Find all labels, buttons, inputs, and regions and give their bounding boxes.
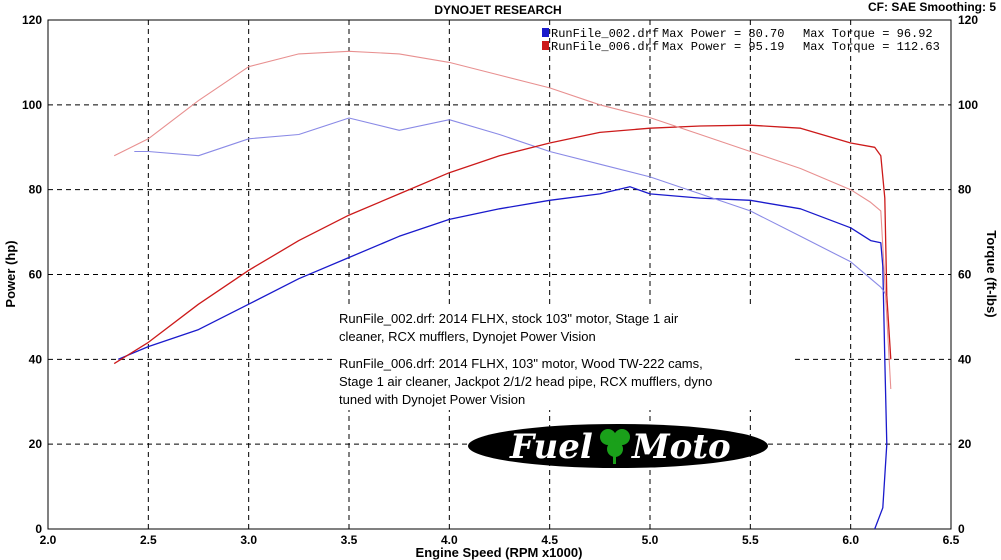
y-tick-label-right: 60 [958,268,972,282]
x-tick-label: 2.5 [140,533,157,547]
legend-torque-006: Max Torque = 112.63 [803,40,940,54]
x-tick-label: 3.5 [341,533,358,547]
series-line-torque-006 [113,50,892,390]
note-run006-line1: RunFile_006.drf: 2014 FLHX, 103" motor, … [339,356,703,371]
legend-power-002: Max Power = 80.70 [662,27,784,41]
logo-text-fuel: Fuel [509,427,593,467]
series-line-torque-002 [134,117,888,297]
legend-swatch-002 [542,28,549,37]
legend-run-006: RunFile_006.drf [551,40,659,54]
y-tick-label-left: 120 [22,13,42,27]
y-tick-label-left: 20 [29,437,43,451]
x-tick-label: 6.0 [842,533,859,547]
y-tick-label-right: 40 [958,352,972,366]
fuel-moto-logo: Fuel Moto [468,424,768,468]
logo-text-moto: Moto [631,427,731,467]
x-tick-label: 2.0 [40,533,57,547]
y-tick-label-left: 40 [29,352,43,366]
y-tick-label-left: 80 [29,183,43,197]
legend-swatch-006 [542,41,549,50]
y-tick-label-right: 20 [958,437,972,451]
x-axis-title: Engine Speed (RPM x1000) [416,545,583,560]
shamrock-icon [600,429,630,464]
x-tick-label: 6.5 [943,533,960,547]
y-tick-label-left: 60 [29,268,43,282]
x-tick-label: 5.0 [642,533,659,547]
y-tick-label-right: 80 [958,183,972,197]
series-line-power-006 [113,124,892,365]
data-series [113,50,892,530]
x-tick-label: 4.0 [441,533,458,547]
x-tick-label: 5.5 [742,533,759,547]
y-axis-title-left: Power (hp) [3,240,18,307]
y-tick-label-left: 100 [22,98,42,112]
y-axis-title-right: Torque (ft-lbs) [984,230,999,317]
y-tick-label-right: 0 [958,522,965,536]
cf-smoothing-label: CF: SAE Smoothing: 5 [868,0,996,14]
y-tick-label-right: 120 [958,13,978,27]
legend-run-002: RunFile_002.drf [551,27,659,41]
x-tick-label: 4.5 [541,533,558,547]
y-tick-label-right: 100 [958,98,978,112]
chart-title: DYNOJET RESEARCH [434,3,561,17]
y-tick-label-left: 0 [35,522,42,536]
notes-box [333,305,791,410]
legend: RunFile_002.drf Max Power = 80.70 Max To… [542,27,940,54]
note-run002-line1: RunFile_002.drf: 2014 FLHX, stock 103" m… [339,311,679,326]
x-tick-label: 3.0 [240,533,257,547]
note-run002-line2: cleaner, RCX mufflers, Dynojet Power Vis… [339,329,596,344]
series-line-power-002 [117,186,888,530]
legend-power-006: Max Power = 95.19 [662,40,784,54]
note-run006-line2: Stage 1 air cleaner, Jackpot 2/1/2 head … [339,374,712,389]
legend-torque-002: Max Torque = 96.92 [803,27,933,41]
note-run006-line3: tuned with Dynojet Power Vision [339,392,525,407]
